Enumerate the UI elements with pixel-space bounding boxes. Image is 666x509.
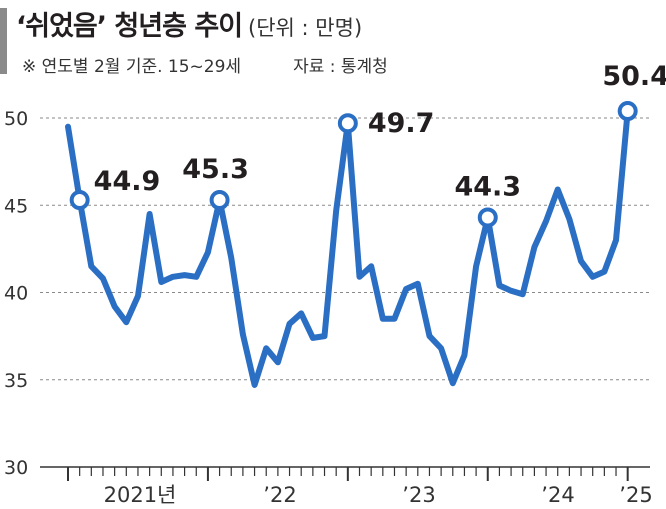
y-tick-label: 45 <box>4 195 28 217</box>
y-tick-label: 35 <box>4 370 28 392</box>
data-label: 49.7 <box>368 108 435 139</box>
y-tick-label: 40 <box>4 283 28 305</box>
data-label: 44.3 <box>454 171 521 202</box>
highlight-point <box>337 113 358 134</box>
chart-title: ‘쉬었음’ 청년층 추이 <box>16 11 243 42</box>
data-label: 50.4 <box>602 61 666 92</box>
y-tick-label: 30 <box>4 457 28 479</box>
data-label: 45.3 <box>182 154 249 185</box>
x-tick-label: ’25 <box>619 483 652 507</box>
highlight-point <box>617 101 638 122</box>
y-tick-label: 50 <box>4 108 28 130</box>
highlight-point <box>69 190 90 211</box>
footnote: ※ 연도별 2월 기준. 15~29세 <box>22 57 242 77</box>
data-label: 44.9 <box>94 166 161 197</box>
source-label: 자료 : 통계청 <box>293 57 388 77</box>
series-line <box>65 108 631 388</box>
x-tick-label: 2021년 <box>104 483 177 507</box>
highlight-point <box>477 207 498 228</box>
x-tick-label: ’23 <box>402 483 435 507</box>
unit-label: (단위 : 만명) <box>248 16 363 40</box>
highlight-point <box>209 190 230 211</box>
chart-title-block: ‘쉬었음’ 청년층 추이 (단위 : 만명) <box>16 4 362 43</box>
title-accent-bar <box>0 8 7 74</box>
x-tick-label: ’22 <box>263 483 296 507</box>
note-line: ※ 연도별 2월 기준. 15~29세 자료 : 통계청 <box>22 52 388 77</box>
x-tick-label: ’24 <box>541 483 574 507</box>
